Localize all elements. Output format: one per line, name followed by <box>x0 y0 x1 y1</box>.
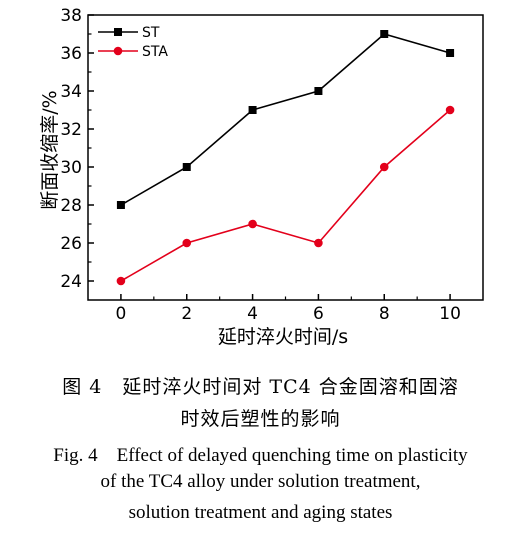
y-tick-label: 32 <box>60 120 82 140</box>
data-point-sta <box>445 105 455 115</box>
data-point-sta <box>182 238 192 248</box>
x-tick-label: 8 <box>379 304 390 324</box>
data-point-sta <box>379 162 389 172</box>
x-axis-title: 延时淬火时间/s <box>218 326 348 348</box>
x-tick-label: 6 <box>313 304 324 324</box>
legend-marker-st <box>114 28 122 36</box>
y-tick-label: 30 <box>60 158 82 178</box>
y-tick-label: 36 <box>60 44 82 64</box>
data-point-sta <box>248 219 257 229</box>
x-tick-label: 10 <box>439 304 461 324</box>
data-point-st <box>314 87 323 95</box>
data-point-sta <box>116 276 126 286</box>
caption-chinese-line-1: 图 4 延时淬火时间对 TC4 合金固溶和固溶 <box>62 376 459 398</box>
data-point-st <box>182 163 191 171</box>
data-point-st <box>380 30 389 38</box>
y-tick-label: 28 <box>60 196 82 216</box>
data-point-st <box>248 106 257 114</box>
x-tick-label: 2 <box>181 304 192 324</box>
caption-chinese-line-2: 时效后塑性的影响 <box>180 408 341 430</box>
y-tick-label: 38 <box>60 6 82 26</box>
y-tick-label: 26 <box>60 234 82 254</box>
data-point-sta <box>314 238 323 248</box>
caption-english-line-2: of the TC4 alloy under solution treatmen… <box>100 471 421 492</box>
y-tick-label: 34 <box>60 82 82 102</box>
caption-english-line-1: Fig. 4 Effect of delayed quenching time … <box>53 445 468 466</box>
x-tick-label: 0 <box>116 304 127 324</box>
legend-label-sta: STA <box>142 44 168 60</box>
caption-english-line-3: solution treatment and aging states <box>128 502 393 523</box>
data-point-st <box>116 201 125 209</box>
series-line-sta <box>120 109 451 282</box>
legend-label-st: ST <box>142 25 160 41</box>
y-tick-label: 24 <box>60 272 82 292</box>
data-point-st <box>446 49 455 57</box>
legend-marker-sta <box>113 46 123 56</box>
series-line-st <box>120 33 451 206</box>
y-axis-title: 断面收缩率/% <box>39 90 61 209</box>
x-tick-label: 4 <box>247 304 258 324</box>
